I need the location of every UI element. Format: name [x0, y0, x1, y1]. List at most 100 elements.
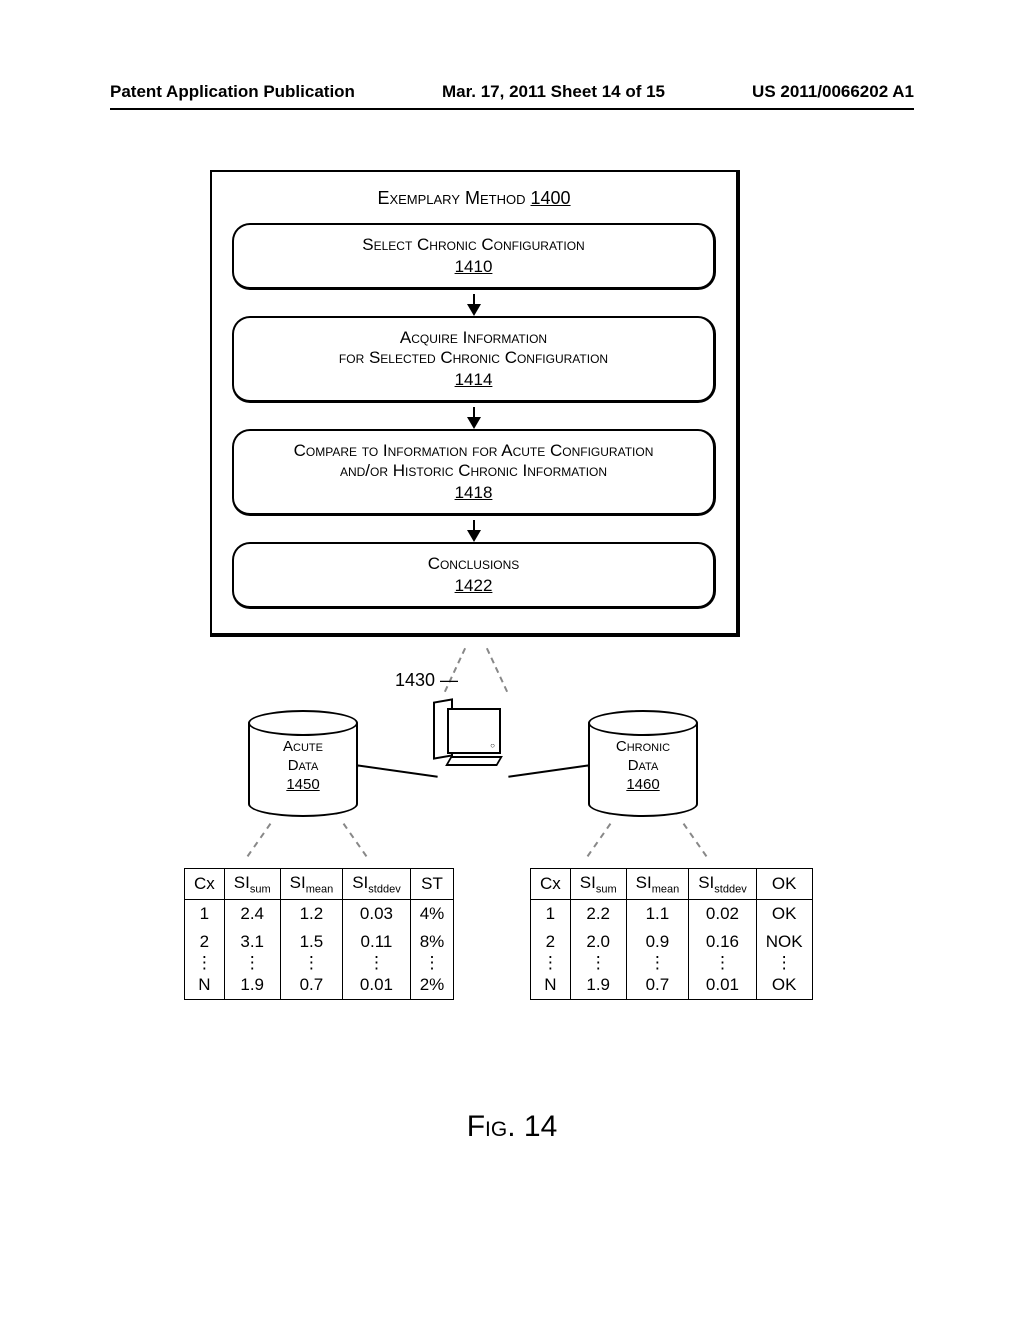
acute-table-body: 12.41.20.034%23.11.50.118%⋮⋮⋮⋮⋮N1.90.70.…	[185, 900, 454, 1000]
table-row: ⋮⋮⋮⋮⋮	[185, 956, 454, 971]
step-1422: Conclusions 1422	[232, 542, 716, 609]
table-cell: 2.4	[224, 900, 280, 929]
step-1414: Acquire Information for Selected Chronic…	[232, 316, 716, 403]
step-1414-num: 1414	[246, 370, 701, 390]
table-cell: NOK	[756, 928, 812, 956]
dashed-line-icon	[247, 823, 272, 857]
table-cell: 1	[531, 900, 571, 929]
step-1410: Select Chronic Configuration 1410	[232, 223, 716, 290]
computer-icon	[443, 708, 505, 766]
col-cx: Cx	[185, 869, 225, 900]
header-left: Patent Application Publication	[110, 82, 355, 102]
step-1418-line2: and/or Historic Chronic Information	[340, 461, 607, 480]
table-row: 22.00.90.16NOK	[531, 928, 813, 956]
header-right: US 2011/0066202 A1	[752, 82, 914, 102]
table-row: 12.41.20.034%	[185, 900, 454, 929]
col-si-mean: SImean	[280, 869, 343, 900]
step-1418-line1: Compare to Information for Acute Configu…	[294, 441, 654, 460]
chronic-table-body: 12.21.10.02OK22.00.90.16NOK⋮⋮⋮⋮⋮N1.90.70…	[531, 900, 813, 1000]
col-si-mean: SImean	[626, 869, 689, 900]
table-cell: 2	[531, 928, 571, 956]
table-cell: 0.01	[689, 971, 756, 1000]
table-cell: ⋮	[224, 956, 280, 971]
table-cell: 1.9	[570, 971, 626, 1000]
acute-db-label: Acute Data 1450	[248, 738, 358, 794]
table-cell: 1.9	[224, 971, 280, 1000]
acute-data-table: Cx SIsum SImean SIstddev ST 12.41.20.034…	[184, 868, 454, 1000]
figure-caption: Fig. 14	[0, 1110, 1024, 1144]
arrow-3	[232, 516, 716, 542]
table-cell: 2.2	[570, 900, 626, 929]
table-cell: 2%	[410, 971, 454, 1000]
table-cell: OK	[756, 900, 812, 929]
table-header-row: Cx SIsum SImean SIstddev OK	[531, 869, 813, 900]
table-cell: 4%	[410, 900, 454, 929]
table-row: ⋮⋮⋮⋮⋮	[531, 956, 813, 971]
step-1414-line1: Acquire Information	[400, 328, 547, 347]
col-cx: Cx	[531, 869, 571, 900]
table-cell: 0.7	[280, 971, 343, 1000]
col-si-stddev: SIstddev	[689, 869, 756, 900]
table-cell: 1.2	[280, 900, 343, 929]
table-cell: ⋮	[343, 956, 410, 971]
step-1410-text: Select Chronic Configuration	[362, 235, 584, 254]
table-row: N1.90.70.01OK	[531, 971, 813, 1000]
method-title-text: Exemplary Method	[377, 188, 530, 208]
method-flowchart: Exemplary Method 1400 Select Chronic Con…	[210, 170, 740, 637]
table-cell: 0.7	[626, 971, 689, 1000]
chronic-db-label: Chronic Data 1460	[588, 738, 698, 794]
table-header-row: Cx SIsum SImean SIstddev ST	[185, 869, 454, 900]
method-title: Exemplary Method 1400	[232, 188, 716, 209]
table-cell: ⋮	[280, 956, 343, 971]
step-1418: Compare to Information for Acute Configu…	[232, 429, 716, 516]
table-row: N1.90.70.012%	[185, 971, 454, 1000]
table-row: 23.11.50.118%	[185, 928, 454, 956]
col-si-sum: SIsum	[224, 869, 280, 900]
header-rule	[110, 108, 914, 110]
dashed-line-icon	[486, 648, 508, 692]
col-st: ST	[410, 869, 454, 900]
table-cell: 0.02	[689, 900, 756, 929]
dashed-line-icon	[343, 823, 368, 857]
col-si-sum: SIsum	[570, 869, 626, 900]
table-cell: 1.5	[280, 928, 343, 956]
arrow-1	[232, 290, 716, 316]
table-cell: ⋮	[570, 956, 626, 971]
table-cell: 2.0	[570, 928, 626, 956]
step-1422-text: Conclusions	[428, 554, 520, 573]
table-cell: 0.03	[343, 900, 410, 929]
step-1422-num: 1422	[246, 576, 701, 596]
table-cell: N	[531, 971, 571, 1000]
table-cell: ⋮	[185, 956, 225, 971]
table-cell: N	[185, 971, 225, 1000]
table-cell: 0.16	[689, 928, 756, 956]
chronic-data-table: Cx SIsum SImean SIstddev OK 12.21.10.02O…	[530, 868, 813, 1000]
arrow-2	[232, 403, 716, 429]
col-ok: OK	[756, 869, 812, 900]
table-cell: ⋮	[626, 956, 689, 971]
dashed-line-icon	[587, 823, 612, 857]
table-cell: 0.9	[626, 928, 689, 956]
method-title-num: 1400	[531, 188, 571, 208]
table-row: 12.21.10.02OK	[531, 900, 813, 929]
table-cell: 8%	[410, 928, 454, 956]
table-cell: 3.1	[224, 928, 280, 956]
connector-line-icon	[356, 764, 437, 777]
table-cell: OK	[756, 971, 812, 1000]
step-1414-line2: for Selected Chronic Configuration	[339, 348, 608, 367]
table-cell: 1	[185, 900, 225, 929]
header-center: Mar. 17, 2011 Sheet 14 of 15	[442, 82, 665, 102]
table-cell: ⋮	[531, 956, 571, 971]
table-cell: 2	[185, 928, 225, 956]
step-1410-num: 1410	[246, 257, 701, 277]
chronic-database-icon: Chronic Data 1460	[588, 710, 698, 820]
step-1418-num: 1418	[246, 483, 701, 503]
table-cell: ⋮	[689, 956, 756, 971]
table-cell: 0.01	[343, 971, 410, 1000]
patent-header: Patent Application Publication Mar. 17, …	[0, 82, 1024, 102]
col-si-stddev: SIstddev	[343, 869, 410, 900]
table-cell: ⋮	[410, 956, 454, 971]
connector-line-icon	[508, 764, 589, 777]
ref-1430-label: 1430 —	[395, 670, 458, 691]
dashed-line-icon	[683, 823, 708, 857]
